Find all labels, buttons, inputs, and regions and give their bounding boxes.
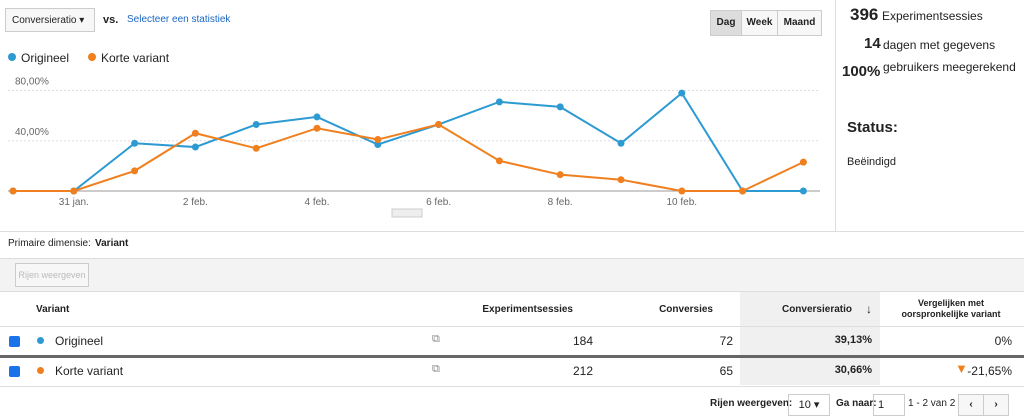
period-button[interactable]: Week <box>741 10 778 36</box>
point <box>799 187 807 195</box>
goto-input[interactable]: 1 <box>873 394 905 416</box>
period-button[interactable]: Dag <box>710 10 742 36</box>
variant-dot <box>37 337 44 344</box>
cell: 184 <box>572 334 593 348</box>
point <box>313 124 321 132</box>
cell: 212 <box>572 364 593 378</box>
cell: 0% <box>994 334 1012 348</box>
stat-label: Experimentsessies <box>882 9 983 23</box>
point <box>799 158 807 166</box>
stat-label: dagen met gegevens <box>883 38 996 52</box>
point <box>617 176 625 184</box>
compare-icon: ⧉ <box>432 363 440 375</box>
point <box>435 120 443 128</box>
divider <box>0 386 1024 387</box>
cell: -21,65% <box>967 364 1012 378</box>
goto-label: Ga naar: <box>836 398 877 409</box>
point <box>70 187 78 195</box>
compare-icon: ⧉ <box>432 333 440 345</box>
rows-select[interactable]: 10 ▾ <box>788 394 830 416</box>
cell: 65 <box>719 364 733 378</box>
header: Variant <box>36 304 70 315</box>
header: Vergelijken met oorspronkelijke variant <box>901 298 1001 319</box>
divider <box>0 326 1024 327</box>
point <box>556 171 564 179</box>
legend-marker <box>88 53 96 61</box>
y-tick-label: 80,00% <box>15 77 49 88</box>
range: 1 - 2 van 2 <box>908 398 956 409</box>
x-tick-label: 2 feb. <box>183 197 208 208</box>
point <box>678 187 686 195</box>
line <box>13 123 804 192</box>
cell: 39,13% <box>834 334 872 346</box>
metric: Conversieratio <box>12 15 77 26</box>
vs: vs. <box>103 14 119 26</box>
chart: 40,00% 80,00% 31 jan. 2 feb. 4 feb. 6 feb. 8 f… <box>8 77 820 218</box>
next-button[interactable]: › <box>983 394 1009 416</box>
point <box>252 120 260 128</box>
legend-label: Korte variant <box>101 51 170 65</box>
point <box>9 187 17 195</box>
legend-label: Origineel <box>21 51 70 65</box>
point <box>617 139 625 147</box>
status-value: Beëindigd <box>847 156 896 168</box>
divider <box>0 355 1024 358</box>
dimension-label: Primaire dimensie: <box>8 238 91 249</box>
cell: Korte variant <box>55 364 124 378</box>
scroll-handle[interactable] <box>391 208 423 218</box>
dimension-value: Variant <box>95 238 129 249</box>
toolbar-band <box>0 258 1024 292</box>
rows-value: 10 <box>798 399 811 411</box>
header: Experimentsessies <box>482 304 573 315</box>
prev-button[interactable]: ‹ <box>958 394 984 416</box>
header: Conversies <box>659 304 713 315</box>
status-label: Status: <box>847 119 898 136</box>
stat-value: 396 <box>850 5 879 24</box>
metric-dropdown[interactable]: Conversieratio ▾ <box>5 8 95 32</box>
stat-value: 14 <box>864 35 881 52</box>
cell: Origineel <box>55 334 104 348</box>
divider <box>0 291 1024 292</box>
cell: 72 <box>719 334 733 348</box>
cell: 30,66% <box>834 364 872 376</box>
point <box>252 144 260 152</box>
point <box>556 103 564 111</box>
checkbox <box>9 336 20 347</box>
down-arrow: ▼ <box>955 361 968 376</box>
rows-label: Rijen weergeven: <box>710 398 793 409</box>
divider <box>835 0 836 232</box>
x-tick-label: 8 feb. <box>548 197 573 208</box>
x-tick-label: 4 feb. <box>304 197 329 208</box>
point <box>374 136 382 144</box>
y-tick-label: 40,00% <box>15 127 49 138</box>
legend-marker <box>8 53 16 61</box>
line <box>13 91 804 192</box>
divider <box>0 231 1024 232</box>
x-tick-label: 6 feb. <box>426 197 451 208</box>
point <box>313 113 321 121</box>
stat-label: gebruikers meegerekend <box>883 60 1016 74</box>
x-tick-label: 31 jan. <box>59 197 89 208</box>
point <box>191 129 199 137</box>
ratio-shade <box>740 292 880 385</box>
x-tick-label: 10 feb. <box>667 197 698 208</box>
point <box>495 98 503 106</box>
compare-link[interactable]: Selecteer een statistiek <box>127 14 231 25</box>
point <box>374 141 382 149</box>
sort-icon: ↓ <box>866 302 872 316</box>
rows-button[interactable]: Rijen weergeven <box>15 263 89 287</box>
point <box>678 89 686 97</box>
variant-dot <box>37 367 44 374</box>
period-button[interactable]: Maand <box>777 10 822 36</box>
point <box>131 139 139 147</box>
point <box>191 143 199 151</box>
checkbox <box>9 366 20 377</box>
header: Conversieratio <box>781 304 852 315</box>
point <box>739 187 747 195</box>
point <box>131 167 139 175</box>
point <box>495 157 503 165</box>
stat-value: 100% <box>842 63 881 80</box>
